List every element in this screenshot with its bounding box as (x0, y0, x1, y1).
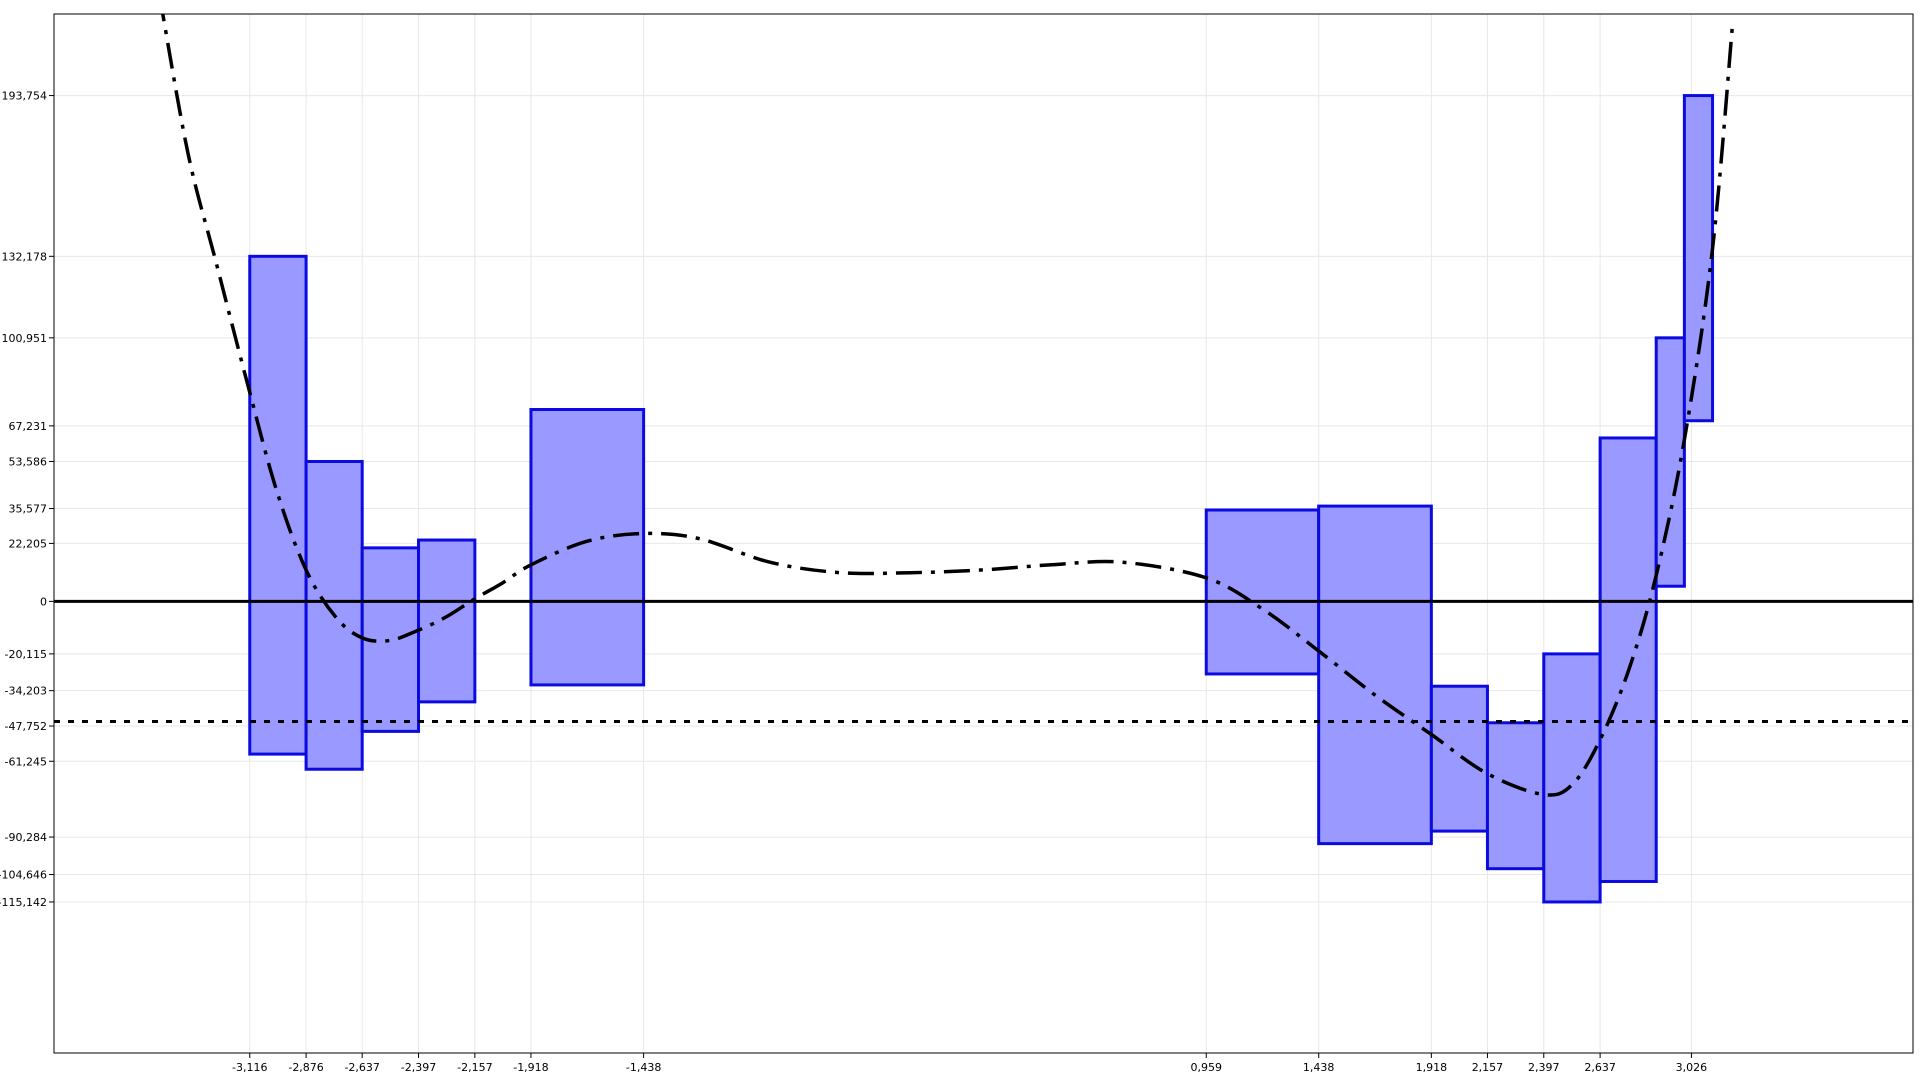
y-tick-label-9: -34,203 (5, 685, 47, 698)
box-6 (1204, 508, 1321, 676)
x-tick-label-7: 0,959 (1191, 1061, 1223, 1074)
x-tick-label-0: -3,116 (232, 1061, 267, 1074)
x-tick-label-6: -1,438 (626, 1061, 661, 1074)
x-tick-label-11: 2,397 (1528, 1061, 1560, 1074)
x-tick-label-13: 3,026 (1676, 1061, 1708, 1074)
plot-frame (53, 13, 1914, 1054)
x-tick-label-8: 1,438 (1303, 1061, 1335, 1074)
y-tick-label-5: 35,577 (9, 502, 48, 515)
y-tick-label-13: -104,646 (0, 869, 47, 882)
x-tick-label-4: -2,157 (457, 1061, 492, 1074)
y-tick-label-4: 53,586 (9, 455, 48, 468)
boxes (248, 94, 1715, 904)
box-1 (248, 254, 308, 756)
x-tick-label-3: -2,397 (401, 1061, 436, 1074)
axes: -3,116 -2,876 -2,637 -2,397 -2,157 -1,918 -1,4… (0, 90, 1707, 1074)
box-12 (1654, 336, 1686, 588)
y-tick-label-10: -47,752 (5, 720, 47, 733)
y-tick-label-6: 22,205 (9, 537, 48, 550)
y-tick-label-12: -90,284 (5, 831, 47, 844)
box-4 (417, 538, 477, 704)
y-tick-label-7: 0 (40, 595, 47, 608)
y-tick-label-8: -20,115 (5, 648, 47, 661)
lines (54, 14, 1913, 797)
box-10 (1542, 652, 1602, 904)
x-tick-label-10: 2,157 (1472, 1061, 1504, 1074)
x-tick-label-5: -1,918 (513, 1061, 548, 1074)
box-11 (1598, 436, 1658, 883)
box-5 (529, 407, 646, 687)
y-tick-label-14: -115,142 (0, 896, 47, 909)
y-tick-label-0: 193,754 (2, 90, 48, 103)
box-9 (1485, 721, 1546, 871)
y-tick-label-2: 100,951 (2, 332, 48, 345)
y-tick-label-1: 132,178 (2, 250, 48, 263)
y-tick-label-11: -61,245 (5, 755, 47, 768)
fit-curve (161, 14, 1735, 797)
box-8 (1429, 684, 1489, 833)
x-tick-label-1: -2,876 (288, 1061, 323, 1074)
x-tick-label-9: 1,918 (1416, 1061, 1448, 1074)
x-tick-label-2: -2,637 (344, 1061, 379, 1074)
x-tick-label-12: 2,637 (1584, 1061, 1616, 1074)
y-tick-label-3: 67,231 (9, 420, 48, 433)
box-7 (1317, 504, 1433, 846)
box-13 (1682, 94, 1715, 423)
